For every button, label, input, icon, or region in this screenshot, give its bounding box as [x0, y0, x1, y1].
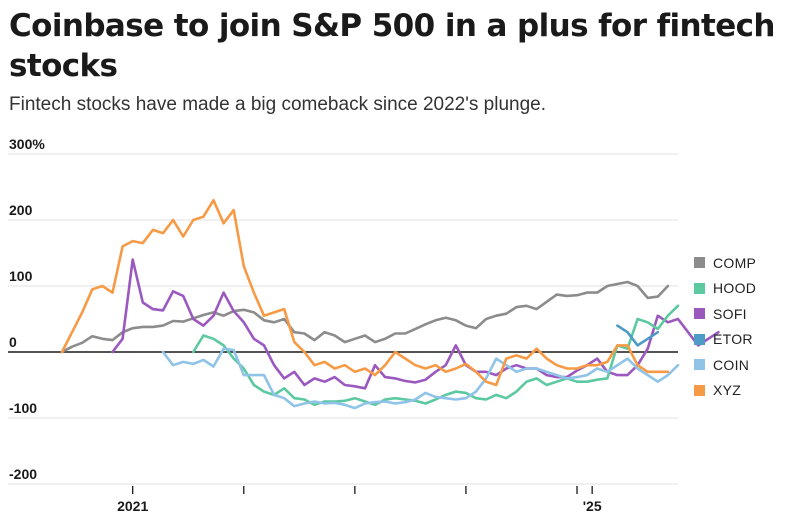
- legend-item-etor: ETOR: [694, 327, 756, 353]
- y-tick-label: -100: [9, 400, 37, 416]
- legend-swatch: [694, 282, 705, 294]
- legend-label: ETOR: [713, 331, 753, 348]
- legend-label: COMP: [713, 254, 757, 271]
- grid-lines: [8, 153, 678, 485]
- legend-item-sofi: SOFI: [694, 301, 756, 327]
- legend-label: COIN: [713, 356, 750, 373]
- legend-swatch: [694, 333, 705, 345]
- x-tick-label: '25: [583, 498, 602, 514]
- legend-label: XYZ: [713, 382, 742, 399]
- legend-label: HOOD: [713, 280, 757, 297]
- y-tick-label: 100: [9, 268, 33, 284]
- legend-swatch: [694, 257, 705, 269]
- chart-subtitle: Fintech stocks have made a big comeback …: [9, 94, 546, 115]
- y-tick-label: 300%: [9, 136, 45, 152]
- legend: COMP HOOD SOFI ETOR COIN XYZ: [694, 250, 756, 403]
- legend-item-hood: HOOD: [694, 276, 756, 302]
- y-tick-label: -200: [9, 466, 37, 482]
- y-axis-ticks: 300% 200 100 0 -100 -200: [9, 136, 45, 482]
- series-line-xyz: [60, 198, 670, 387]
- x-axis-ticks: 2021 '25: [117, 486, 602, 514]
- legend-label: SOFI: [713, 305, 747, 322]
- series-lines: [60, 198, 720, 410]
- y-tick-label: 0: [9, 334, 17, 350]
- series-line-coin: [161, 347, 680, 410]
- series-line-etor: [616, 324, 660, 347]
- series-line-comp: [60, 280, 670, 354]
- legend-item-coin: COIN: [694, 352, 756, 378]
- series-line-sofi: [111, 258, 720, 390]
- chart-title: Coinbase to join S&P 500 in a plus for f…: [9, 8, 775, 84]
- legend-swatch: [694, 308, 705, 320]
- y-tick-label: 200: [9, 202, 33, 218]
- legend-item-comp: COMP: [694, 250, 756, 276]
- x-tick-label: 2021: [117, 498, 148, 514]
- legend-swatch: [694, 384, 705, 396]
- legend-item-xyz: XYZ: [694, 378, 756, 404]
- legend-swatch: [694, 359, 705, 371]
